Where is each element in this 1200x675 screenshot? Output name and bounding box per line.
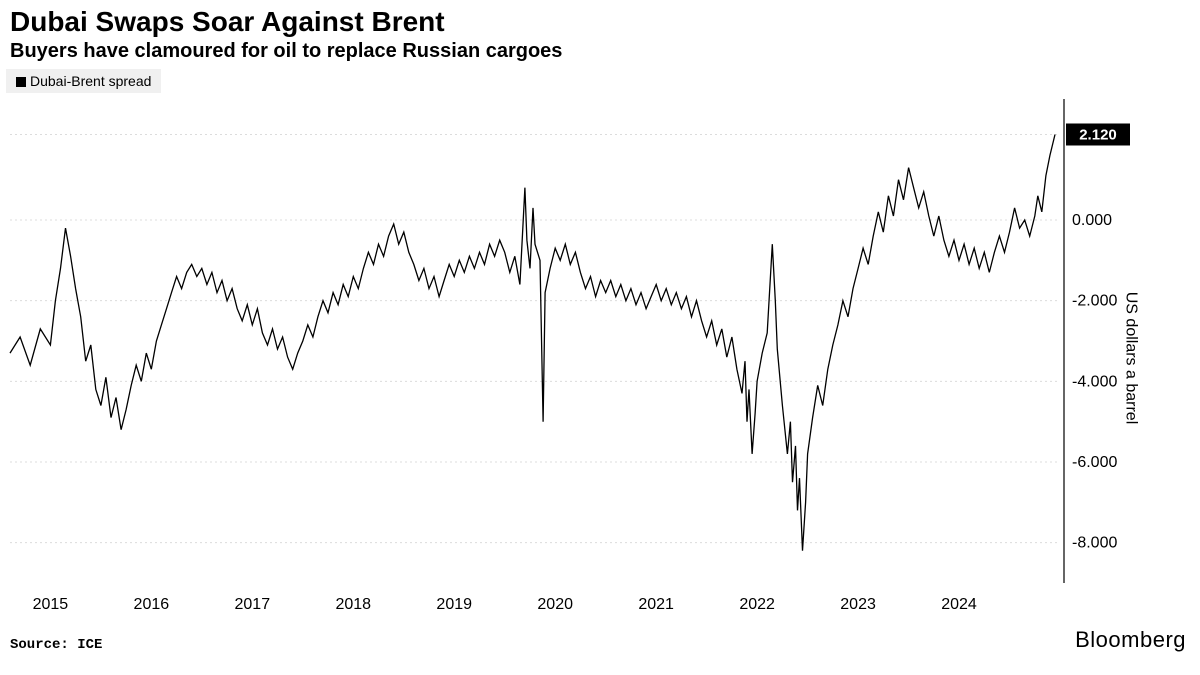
x-tick-label: 2015 [33, 596, 69, 613]
x-tick-label: 2021 [638, 596, 674, 613]
series-line [10, 135, 1055, 551]
x-tick-label: 2016 [134, 596, 170, 613]
y-axis-label: US dollars a barrel [1121, 292, 1139, 425]
y-tick-label: 0.000 [1072, 212, 1112, 229]
chart-area: 2.120 0.000 -2.000 -4.000 -6.000 -8.000 2015 20… [0, 93, 1200, 623]
x-tick-label: 2024 [941, 596, 977, 613]
y-tick-label: -4.000 [1072, 373, 1117, 390]
legend: Dubai-Brent spread [6, 69, 161, 93]
brand-label: Bloomberg [1075, 627, 1186, 653]
x-tick-label: 2019 [436, 596, 472, 613]
x-tick-label: 2018 [335, 596, 371, 613]
chart-title: Dubai Swaps Soar Against Brent [0, 0, 1200, 38]
x-tick-label: 2017 [235, 596, 271, 613]
x-tick-label: 2023 [840, 596, 876, 613]
x-tick-label: 2020 [537, 596, 573, 613]
chart-subtitle: Buyers have clamoured for oil to replace… [0, 38, 1200, 69]
last-value-label: 2.120 [1079, 126, 1117, 143]
x-tick-label: 2022 [739, 596, 775, 613]
y-tick-label: -8.000 [1072, 535, 1117, 552]
y-tick-label: -2.000 [1072, 293, 1117, 310]
source-label: Source: ICE [10, 637, 102, 653]
legend-label: Dubai-Brent spread [30, 73, 151, 89]
legend-swatch [16, 77, 26, 87]
line-chart: 2.120 0.000 -2.000 -4.000 -6.000 -8.000 2015 20… [0, 93, 1200, 623]
y-tick-label: -6.000 [1072, 454, 1117, 471]
